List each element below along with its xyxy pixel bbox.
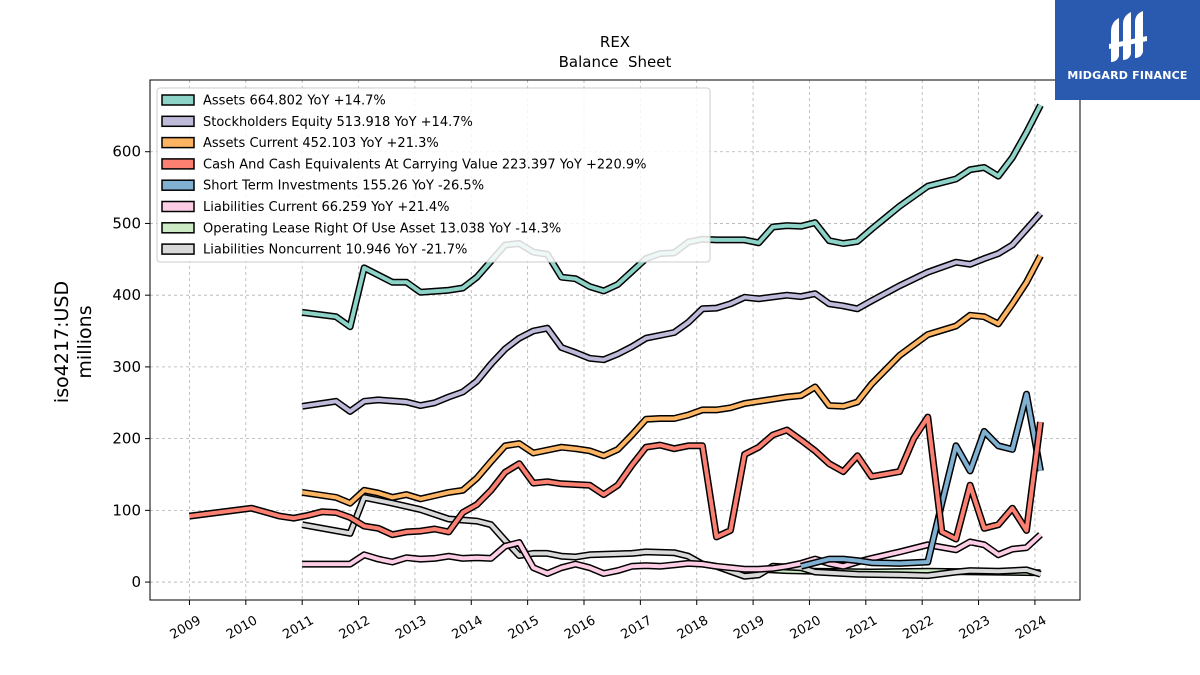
legend-swatch — [161, 200, 195, 213]
legend-swatch — [161, 115, 195, 128]
legend-label: Short Term Investments 155.26 YoY -26.5% — [203, 179, 484, 194]
y-tick-label: 0 — [131, 573, 141, 591]
series-liabilities-current — [302, 532, 1043, 577]
legend-swatch — [161, 158, 195, 170]
legend-label: Liabilities Current 66.259 YoY +21.4% — [203, 200, 450, 215]
x-tick-label: 2013 — [393, 613, 429, 643]
series-line — [189, 415, 1043, 541]
series-line — [301, 495, 1042, 579]
series-stockholders-equity — [301, 211, 1044, 415]
y-tick-label: 400 — [112, 286, 141, 304]
plot-border — [149, 79, 1081, 601]
x-tick-label: 2021 — [844, 613, 880, 643]
brand-name: MIDGARD FINANCE — [1067, 69, 1188, 82]
legend-item: Short Term Investments 155.26 YoY -26.5% — [161, 179, 484, 194]
y-tick-label: 300 — [112, 358, 141, 376]
legend-label: Liabilities Noncurrent 10.946 YoY -21.7% — [203, 243, 467, 258]
series-layer — [189, 103, 1044, 580]
legend-item: Operating Lease Right Of Use Asset 13.03… — [161, 221, 561, 236]
legend-swatch — [161, 222, 195, 234]
y-axis-label: iso4217:USD — [51, 281, 73, 403]
series-line — [301, 212, 1042, 414]
legend-swatch — [161, 179, 195, 191]
x-tick-label: 2015 — [506, 613, 542, 643]
x-tick-label: 2022 — [900, 613, 936, 643]
y-tick-label: 500 — [112, 214, 141, 232]
x-tick-label: 2012 — [337, 613, 373, 643]
legend-label: Cash And Cash Equivalents At Carrying Va… — [203, 157, 646, 172]
legend-label: Operating Lease Right Of Use Asset 13.03… — [203, 221, 561, 236]
legend-label: Assets 664.802 YoY +14.7% — [203, 94, 386, 109]
legend-label: Assets Current 452.103 YoY +21.3% — [203, 136, 439, 151]
legend: Assets 664.802 YoY +14.7% Stockholders Eq… — [156, 87, 711, 263]
series-assets-current — [301, 254, 1044, 507]
logo-mark-icon — [1109, 11, 1147, 62]
x-tick-label: 2011 — [280, 613, 316, 643]
brand-logo: MIDGARD FINANCE — [1055, 0, 1200, 100]
legend-item: Liabilities Current 66.259 YoY +21.4% — [161, 200, 450, 215]
x-tick-label: 2019 — [731, 613, 767, 643]
y-tick-label: 100 — [112, 501, 141, 519]
x-tick-label: 2010 — [224, 613, 260, 643]
legend-item: Cash And Cash Equivalents At Carrying Va… — [161, 157, 646, 172]
y-tick-label: 600 — [112, 143, 141, 161]
x-tick-label: 2020 — [788, 613, 824, 643]
x-tick-label: 2014 — [449, 613, 485, 643]
x-tick-label: 2009 — [168, 613, 204, 643]
series-liabilities-noncurrent — [301, 493, 1042, 580]
x-tick-label: 2018 — [675, 613, 711, 643]
x-tick-label: 2016 — [562, 613, 598, 643]
legend-swatch — [161, 136, 195, 149]
y-axis-label-units: millions — [74, 305, 96, 378]
legend-swatch — [161, 243, 195, 255]
legend-item: Assets 664.802 YoY +14.7% — [161, 94, 386, 109]
y-axis: 0 100 200 300 400 500 600 — [112, 143, 150, 591]
x-tick-label: 2024 — [1013, 613, 1049, 643]
legend-item: Assets Current 452.103 YoY +21.3% — [161, 136, 439, 151]
chart-title: REX — [600, 33, 630, 51]
series-line — [302, 533, 1042, 576]
legend-item: Liabilities Noncurrent 10.946 YoY -21.7% — [161, 243, 467, 258]
series-cash-and-cash-equivalents-at-carrying-value — [189, 413, 1044, 543]
x-tick-label: 2017 — [619, 613, 655, 643]
legend-item: Stockholders Equity 513.918 YoY +14.7% — [161, 115, 473, 130]
legend-label: Stockholders Equity 513.918 YoY +14.7% — [203, 115, 473, 130]
chart-subtitle: Balance Sheet — [559, 53, 672, 71]
y-tick-label: 200 — [112, 430, 141, 448]
x-tick-label: 2023 — [957, 613, 993, 643]
series-line — [301, 254, 1043, 506]
legend-swatch — [161, 94, 195, 106]
legend-box — [156, 87, 711, 263]
x-axis: 2009 2010 2011 2012 2013 2014 2015 2016 2017 2018… — [168, 600, 1049, 643]
